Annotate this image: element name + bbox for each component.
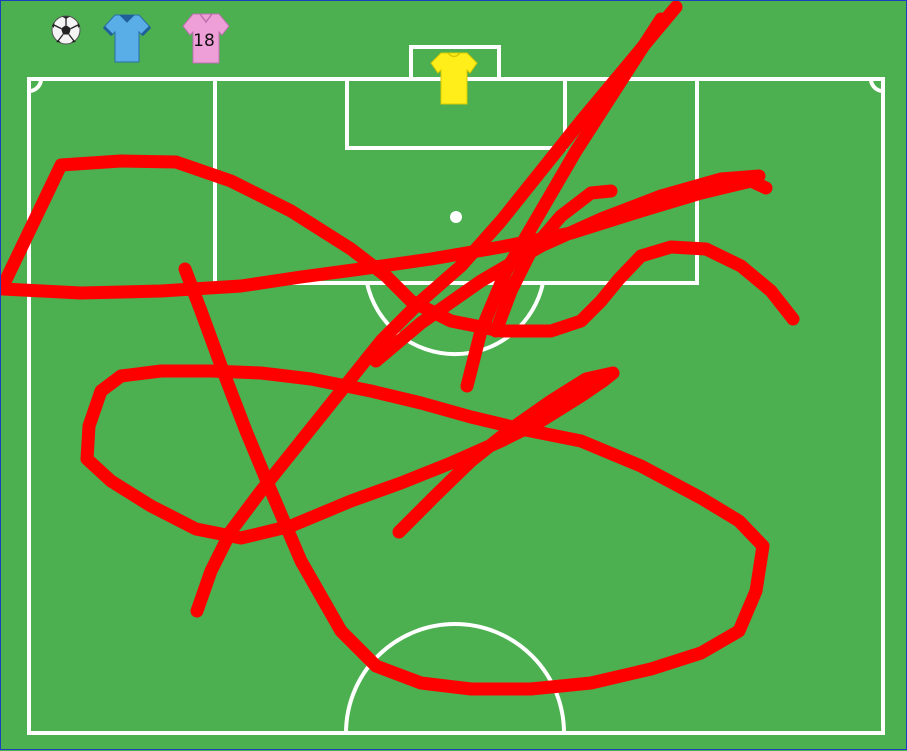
pitch-lines	[27, 45, 885, 735]
drawing-layer[interactable]	[1, 1, 800, 696]
goalkeeper-token[interactable]	[430, 52, 478, 105]
pink-shirt-icon	[182, 13, 230, 64]
goal	[409, 45, 501, 79]
toolbar: 18	[51, 13, 230, 64]
corner-arc-left	[28, 78, 43, 93]
soccer-ball-icon	[51, 15, 81, 45]
player-number: 18	[193, 31, 215, 51]
drawn-stroke	[489, 184, 618, 338]
drawn-stroke	[369, 169, 766, 368]
drawn-stroke	[80, 262, 770, 696]
drawn-stroke	[190, 1, 683, 618]
blue-shirt-icon	[102, 14, 152, 63]
drawn-stroke	[460, 12, 668, 393]
ball-token[interactable]	[51, 15, 81, 45]
pink-player-token[interactable]: 18	[182, 13, 230, 64]
yellow-shirt-icon	[430, 52, 478, 105]
drawn-stroke	[1, 174, 773, 300]
blue-player-token[interactable]	[102, 14, 152, 63]
center-circle	[344, 622, 566, 734]
penalty-arc	[365, 282, 545, 357]
penalty-spot	[450, 211, 462, 223]
corner-arc-right	[869, 78, 884, 93]
